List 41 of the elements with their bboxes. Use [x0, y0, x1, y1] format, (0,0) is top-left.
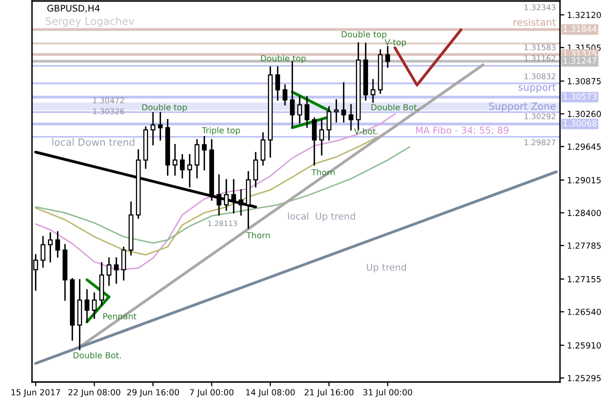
y-tick-label: 1.26540 — [568, 308, 601, 316]
annotation: V-bot. — [354, 128, 378, 134]
annotation: Support Zone — [489, 102, 556, 112]
annotation: Double top — [342, 30, 386, 40]
annotation: MA Fibo - 34; 55; 89 — [416, 126, 508, 135]
x-tick-label: 14 Jul 08:00 — [246, 388, 295, 397]
x-tick-label: 31 Jul 00:00 — [363, 388, 412, 397]
annotation: Double Bot. — [372, 104, 419, 110]
x-tick-label: 15 Jun 2017 — [12, 389, 60, 397]
y-tick-label: 1.27155 — [568, 276, 601, 282]
x-tick-label: 29 Jun 16:00 — [127, 389, 179, 397]
y-tick-label: 1.27785 — [568, 242, 601, 249]
annotation: support — [518, 84, 556, 93]
y-tick-label: 1.29015 — [568, 177, 601, 184]
x-tick-label: 7 Jul 00:00 — [190, 388, 234, 397]
ref-line-label: 1.30068 — [564, 120, 597, 126]
y-tick-label: 1.29645 — [568, 144, 601, 150]
annotation: local Up trend — [288, 212, 355, 222]
ref-line-label: 1.31247 — [564, 57, 596, 64]
annotation: Double Bot. — [74, 352, 121, 358]
y-tick-label: 1.32120 — [568, 12, 601, 18]
ref-line-label: 1.30573 — [564, 93, 596, 100]
annotation: Pennant — [103, 313, 136, 320]
y-tick-label: 1.30875 — [568, 78, 601, 84]
annotation: Thorn — [246, 232, 270, 238]
annotation: Thorn — [311, 168, 335, 176]
annotation: Double top — [261, 54, 306, 64]
ref-line-label: 1.31844 — [564, 26, 597, 32]
y-tick-label: 1.30260 — [568, 110, 601, 118]
annotation: V-top — [384, 39, 406, 48]
chart-title: GBPUSD,H4 — [47, 4, 100, 13]
annotation: Up trend — [366, 263, 406, 273]
x-tick-label: 21 Jul 16:00 — [304, 388, 354, 397]
annotation: local Down trend — [52, 138, 134, 146]
y-tick-label: 1.25910 — [568, 342, 601, 349]
annotation: Double top — [142, 104, 187, 112]
annotation: Triple top — [202, 126, 240, 136]
x-tick-label: 22 Jun 08:00 — [68, 389, 120, 397]
annotation: resistant — [514, 18, 556, 26]
y-tick-label: 1.28400 — [568, 210, 601, 216]
y-tick-label: 1.25295 — [568, 374, 601, 382]
